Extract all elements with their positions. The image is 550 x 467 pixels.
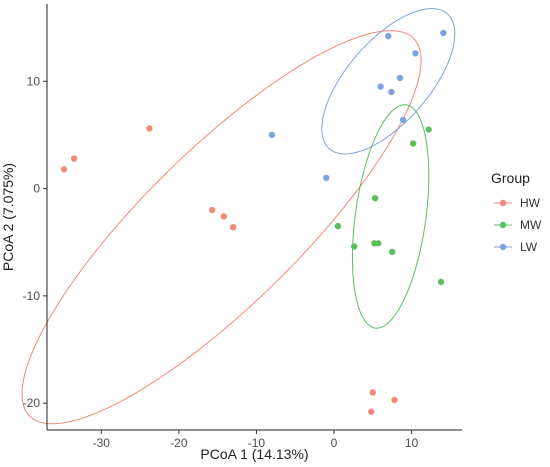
point-mw — [409, 140, 417, 147]
y-axis-ticks: -20 -10 0 10 — [23, 74, 47, 410]
x-tick-label: -30 — [93, 436, 111, 450]
x-tick-label: -10 — [248, 436, 266, 450]
point-lw — [440, 29, 447, 37]
point-mw — [425, 126, 432, 133]
point-mw — [388, 248, 396, 256]
ellipse-mw — [351, 104, 430, 329]
point-hw — [60, 166, 68, 173]
point-hw — [229, 223, 237, 231]
point-lw — [412, 50, 419, 57]
legend: Group HW MW LW — [491, 170, 542, 254]
ellipse-lw — [321, 8, 456, 155]
point-hw — [220, 213, 228, 220]
y-axis-title: PCoA 2 (7.075%) — [0, 163, 16, 271]
legend-label-hw: HW — [520, 196, 541, 210]
x-tick-label: 10 — [405, 436, 419, 450]
point-lw — [396, 74, 404, 82]
point-mw — [350, 243, 358, 250]
y-tick-label: -10 — [23, 289, 41, 303]
x-axis-ticks: -30 -20 -10 0 10 — [93, 430, 419, 450]
point-hw — [368, 408, 375, 415]
point-mw — [371, 195, 379, 202]
point-lw — [323, 174, 330, 182]
data-points — [60, 29, 447, 415]
legend-label-lw: LW — [520, 240, 538, 254]
y-tick-label: 0 — [33, 182, 40, 196]
y-tick-label: 10 — [27, 74, 41, 88]
point-lw — [385, 32, 392, 40]
legend-key-dot-lw — [499, 243, 507, 251]
point-hw — [391, 396, 398, 404]
point-mw — [437, 278, 445, 286]
point-lw — [388, 88, 395, 96]
x-tick-label: -20 — [170, 436, 188, 450]
point-lw — [399, 116, 407, 124]
point-lw — [268, 131, 276, 139]
x-tick-label: 0 — [331, 436, 338, 450]
legend-key-dot-mw — [499, 221, 507, 229]
point-hw — [369, 389, 376, 396]
point-hw — [70, 155, 78, 162]
x-axis-title: PCoA 1 (14.13%) — [200, 446, 308, 462]
y-tick-label: -20 — [23, 396, 41, 410]
point-lw — [377, 83, 384, 90]
point-mw — [375, 240, 382, 247]
point-mw — [334, 222, 342, 230]
ellipse-hw — [21, 30, 422, 425]
legend-title: Group — [491, 170, 530, 186]
confidence-ellipses — [21, 8, 456, 425]
legend-key-dot-hw — [499, 199, 507, 207]
point-hw — [146, 125, 153, 132]
legend-label-mw: MW — [520, 218, 542, 232]
point-hw — [209, 206, 216, 214]
